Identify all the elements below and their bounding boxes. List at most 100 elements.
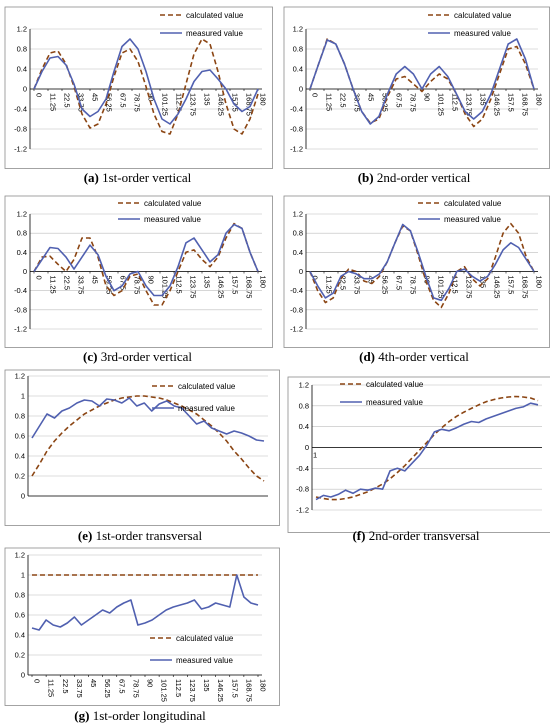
chart-d-xtick-label: 180: [535, 276, 544, 289]
chart-c-xtick-label: 67.5: [119, 276, 128, 291]
chart-e-ytick-label: 0.2: [15, 472, 25, 481]
chart-b-series-calculated: [309, 38, 535, 128]
chart-a-border: [4, 6, 273, 169]
chart-a-series-measured: [33, 38, 259, 125]
chart-a-xtick-label: 101.25: [161, 93, 170, 116]
chart-c-ytick-label: -0.8: [14, 305, 27, 314]
chart-g-xtick-label: 78.75: [131, 679, 140, 698]
chart-c-series-measured: [33, 223, 259, 297]
chart-d-ytick-label: 0: [299, 267, 303, 276]
chart-b-legend-label: measured value: [454, 29, 511, 38]
chart-a-legend-label: measured value: [186, 29, 243, 38]
chart-c-xtick-label: 101.25: [161, 276, 170, 299]
chart-f-legend-label: measured value: [366, 398, 423, 407]
chart-a-xtick-label: 123.75: [189, 93, 198, 116]
chart-b-ytick-label: 0: [299, 85, 303, 94]
chart-f-ytick-label: 0.4: [299, 422, 309, 431]
chart-g-xtick-label: 45: [89, 679, 98, 687]
chart-d-xtick-label: 112.5: [451, 276, 460, 294]
chart-g-xtick-label: 180: [259, 679, 268, 692]
chart-b-ytick-label: -0.4: [290, 105, 303, 114]
chart-d-xtick-label: 0: [311, 276, 320, 280]
chart-a-xtick-label: 33.75: [77, 93, 86, 112]
chart-b-ytick-label: -1.2: [290, 145, 303, 154]
chart-b-series-measured: [309, 38, 535, 125]
caption-f: (f) 2nd-order transversal: [282, 528, 550, 544]
chart-b-ytick-label: -0.8: [290, 125, 303, 134]
chart-a-ytick-label: 0.8: [17, 45, 27, 54]
chart-b-xtick-label: 90: [423, 93, 432, 101]
chart-b-xtick-label: 146.25: [493, 93, 502, 116]
chart-b-xtick-label: 67.5: [395, 93, 404, 108]
chart-g-xtick-label: 112.5: [174, 679, 183, 697]
chart-a-series-calculated: [33, 38, 259, 135]
chart-c-ytick-label: 0.8: [17, 229, 27, 238]
chart-b-xtick-label: 135: [479, 93, 488, 106]
chart-b-xtick-label: 168.75: [521, 93, 530, 116]
chart-c-legend-label: calculated value: [144, 199, 202, 208]
chart-c-ytick-label: 0.4: [17, 248, 27, 257]
chart-d-ytick-label: -0.8: [290, 305, 303, 314]
caption-d: (d) 4th-order vertical: [278, 349, 550, 365]
chart-d-legend-label: calculated value: [444, 199, 502, 208]
chart-a-legend-label: calculated value: [186, 11, 244, 20]
chart-a-xtick-label: 56.25: [105, 93, 114, 112]
chart-c-xtick-label: 0: [35, 276, 44, 280]
chart-b-xtick-label: 0: [311, 93, 320, 97]
chart-f-ytick-label: 0: [305, 443, 309, 452]
chart-c-xtick-label: 180: [259, 276, 268, 289]
chart-e-ytick-label: 0.8: [15, 412, 25, 421]
chart-g-ytick-label: 1: [21, 571, 25, 580]
chart-f-border: [287, 376, 550, 533]
caption-a-label: (a): [83, 170, 99, 185]
chart-b-ytick-label: 0.4: [293, 65, 303, 74]
chart-c-ytick-label: -0.4: [14, 286, 27, 295]
chart-c-xtick-label: 22.5: [63, 276, 72, 291]
caption-f-text: 2nd-order transversal: [368, 528, 480, 543]
caption-f-label: (f): [352, 528, 366, 543]
chart-a-xtick-label: 146.25: [217, 93, 226, 116]
chart-b-ytick-label: 0.8: [293, 45, 303, 54]
chart-d-xtick-label: 56.25: [381, 276, 390, 295]
chart-e-ytick-label: 0.4: [15, 452, 25, 461]
chart-c-xtick-label: 11.25: [49, 276, 58, 294]
chart-a-ytick-label: 0.4: [17, 65, 27, 74]
chart-c-ytick-label: -1.2: [14, 325, 27, 334]
chart-f-legend-label: calculated value: [366, 380, 424, 389]
chart-e-svg: 1.2 1 0.8 0.6 0.4 0.2 0 calculated value measure…: [4, 369, 280, 526]
caption-g-text: 1st-order longitudinal: [92, 708, 206, 723]
chart-a-xtick-label: 157.5: [231, 93, 240, 112]
chart-a-ytick-label: 0: [23, 85, 27, 94]
caption-a: (a) 1st-order vertical: [0, 170, 275, 186]
chart-panel-b: 1.2 0.8 0.4 0 -0.4 -0.8 -1.2 0 11.25 22.5 33.75 45 5…: [278, 2, 550, 192]
chart-g-xtick-label: 135: [202, 679, 211, 692]
chart-e-border: [4, 369, 280, 526]
chart-c-xtick-label: 135: [203, 276, 212, 289]
chart-g-xtick-label: 56.25: [103, 679, 112, 698]
chart-g-xtick-label: 123.75: [188, 679, 197, 702]
chart-a-ytick-label: 1.2: [17, 25, 27, 34]
chart-c-xtick-label: 78.75: [133, 276, 142, 295]
chart-c-legend-label: measured value: [144, 215, 201, 224]
chart-a-xtick-label: 168.75: [245, 93, 254, 116]
chart-d-xtick-label: 123.75: [465, 276, 474, 299]
chart-c-ytick-label: 0: [23, 267, 27, 276]
caption-g: (g) 1st-order longitudinal: [0, 708, 280, 724]
caption-b: (b) 2nd-order vertical: [278, 170, 550, 186]
chart-g-xtick-label: 0: [33, 679, 42, 683]
chart-a-xtick-label: 0: [35, 93, 44, 97]
chart-c-xtick-label: 56.25: [105, 276, 114, 295]
chart-g-xtick-label: 22.5: [61, 679, 70, 694]
chart-d-xtick-label: 22.5: [339, 276, 348, 291]
chart-f-ytick-label: -1.2: [296, 506, 309, 515]
chart-d-ytick-label: -1.2: [290, 325, 303, 334]
chart-panel-a: 1.2 0.8 0.4 0 -0.4 -0.8 -1.2 0 11.25 22.5 33.75 45 5…: [0, 2, 275, 192]
chart-a-xtick-label: 180: [259, 93, 268, 106]
chart-a-xtick-label: 90: [147, 93, 156, 101]
chart-e-ytick-label: 0: [21, 492, 25, 501]
chart-b-ytick-label: 1.2: [293, 25, 303, 34]
chart-g-ytick-label: 0.4: [15, 631, 25, 640]
chart-e-ytick-label: 0.6: [15, 432, 25, 441]
chart-b-xtick-label: 45: [367, 93, 376, 101]
caption-b-text: 2nd-order vertical: [376, 170, 471, 185]
